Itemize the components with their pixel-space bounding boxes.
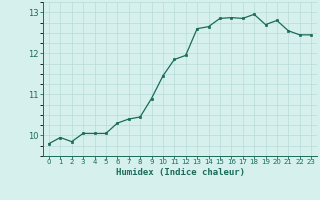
X-axis label: Humidex (Indice chaleur): Humidex (Indice chaleur)	[116, 168, 244, 177]
